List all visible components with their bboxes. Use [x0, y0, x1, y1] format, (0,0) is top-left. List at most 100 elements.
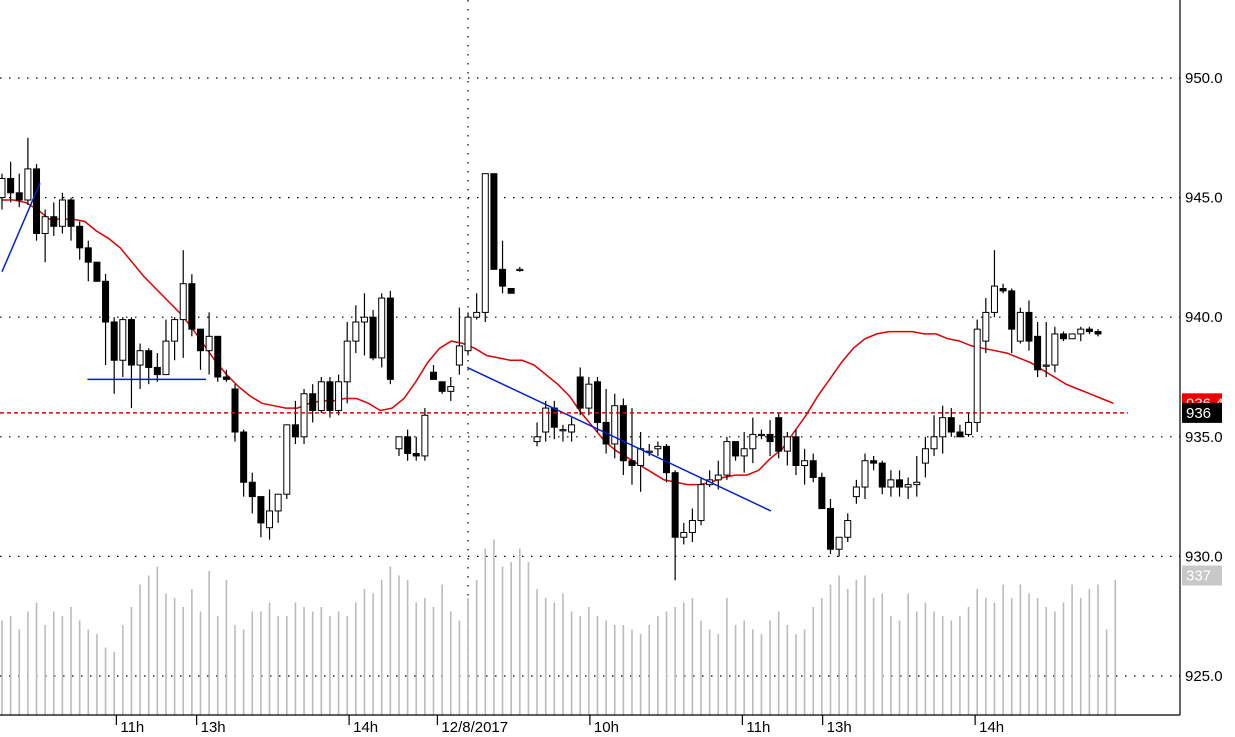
- candle-body: [654, 445, 662, 450]
- candle-body: [76, 225, 84, 249]
- trendline: [466, 366, 772, 512]
- candle-body: [93, 261, 101, 282]
- price-badge-label: 936: [1186, 405, 1211, 422]
- candle: [568, 417, 576, 442]
- candle: [360, 293, 368, 356]
- candle-body: [1025, 311, 1033, 342]
- candle: [818, 472, 826, 510]
- candle: [352, 305, 360, 354]
- candle-body: [283, 424, 291, 495]
- candle-body: [861, 460, 869, 488]
- candle: [0, 173, 6, 210]
- candle-body: [930, 436, 938, 450]
- candle: [369, 310, 377, 361]
- candle: [965, 412, 973, 437]
- candle-body: [119, 319, 127, 361]
- x-tick-label: 11h: [120, 719, 144, 736]
- candle: [1025, 300, 1033, 351]
- candle: [127, 317, 135, 409]
- candle-body: [1085, 328, 1093, 333]
- candle: [473, 293, 481, 320]
- candle: [447, 377, 455, 401]
- candle: [231, 384, 239, 442]
- candle-body: [559, 429, 567, 432]
- candle-body: [568, 424, 576, 433]
- candle-body: [0, 177, 6, 199]
- candle-body: [766, 433, 774, 443]
- candle-body: [775, 417, 783, 452]
- candle-body: [628, 460, 636, 467]
- candle: [153, 353, 161, 382]
- candle-body: [1016, 311, 1024, 342]
- candle: [33, 164, 41, 241]
- candle-body: [870, 460, 878, 464]
- candle-body: [369, 316, 377, 359]
- candle-body: [481, 173, 489, 313]
- candle-body: [33, 168, 41, 234]
- candle: [921, 436, 929, 478]
- candle-body: [576, 376, 584, 409]
- candle: [274, 493, 282, 523]
- candle-body: [1094, 331, 1102, 335]
- candle-body: [1034, 335, 1042, 371]
- candle-body: [421, 414, 429, 457]
- candle: [145, 348, 153, 385]
- candle: [826, 498, 834, 555]
- candle: [1077, 326, 1085, 342]
- candle-body: [550, 407, 558, 428]
- candle-body: [697, 484, 705, 522]
- candle: [671, 470, 679, 581]
- candle-body: [360, 316, 368, 323]
- candle: [783, 432, 791, 466]
- candle-body: [585, 383, 593, 409]
- candle-body: [317, 381, 325, 411]
- candle-body: [438, 381, 446, 392]
- candle-body: [913, 481, 921, 486]
- candle-body: [792, 436, 800, 467]
- candle: [844, 513, 852, 543]
- candle: [611, 393, 619, 459]
- candle: [973, 319, 981, 433]
- candle: [1016, 307, 1024, 344]
- candle-body: [671, 472, 679, 538]
- candle: [956, 424, 964, 438]
- candle-body: [231, 388, 239, 433]
- candle: [550, 400, 558, 440]
- candle-body: [680, 531, 688, 538]
- candle-body: [663, 445, 671, 474]
- trendline: [1, 182, 41, 273]
- candle: [1059, 331, 1067, 342]
- candle: [1051, 326, 1059, 373]
- candle: [309, 384, 317, 423]
- candle: [749, 417, 757, 464]
- candle: [628, 408, 636, 485]
- candle-body: [41, 216, 49, 234]
- candle: [990, 250, 998, 318]
- y-tick-label: 950.0: [1185, 70, 1223, 87]
- candle-body: [309, 393, 317, 411]
- x-tick-label: 14h: [353, 719, 378, 736]
- candle-body: [611, 405, 619, 445]
- candle: [283, 424, 291, 499]
- candle-body: [447, 386, 455, 392]
- candle: [870, 455, 878, 471]
- candle: [7, 161, 15, 203]
- candle: [533, 422, 541, 447]
- candle-body: [507, 287, 515, 294]
- candle-body: [386, 297, 394, 380]
- candle-body: [896, 479, 904, 488]
- candle-body: [171, 319, 179, 342]
- candle-body: [1077, 328, 1085, 335]
- volume-bars: [1, 539, 1117, 715]
- candles: [0, 137, 1102, 581]
- candle: [490, 173, 498, 270]
- candle-body: [740, 448, 748, 457]
- candle-body: [257, 496, 265, 524]
- candle: [188, 274, 196, 337]
- candle-body: [1051, 333, 1059, 366]
- candle-body: [757, 433, 765, 437]
- candle: [76, 221, 84, 260]
- candle: [162, 319, 170, 376]
- candle-body: [102, 280, 110, 323]
- candle-body: [965, 421, 973, 435]
